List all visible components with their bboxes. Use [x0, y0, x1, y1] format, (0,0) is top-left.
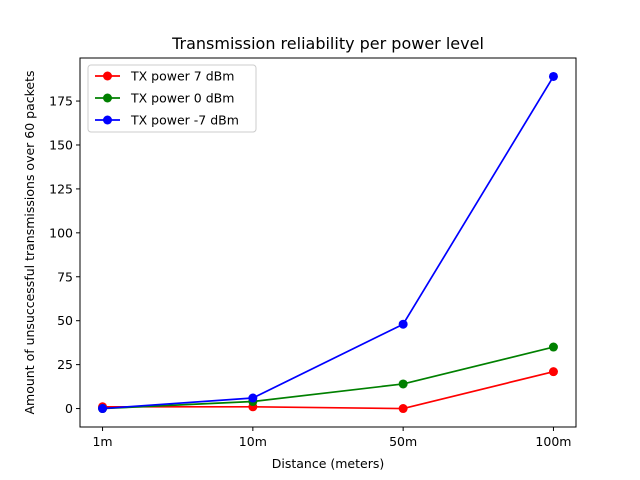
series-2: [98, 71, 558, 414]
legend-box: [87, 64, 257, 133]
legend-label: TX power 7 dBm: [130, 69, 234, 84]
legend-item: TX power -7 dBm: [95, 113, 239, 128]
legend-item: TX power 0 dBm: [95, 91, 234, 106]
x-tick-label: 10m: [239, 434, 267, 449]
chart-title: Transmission reliability per power level: [171, 34, 484, 53]
y-tick-label: 75: [57, 269, 73, 284]
data-point: [548, 71, 558, 81]
data-point: [398, 404, 408, 414]
series-layer: [98, 71, 558, 414]
data-point: [98, 404, 108, 414]
plot-frame: [79, 57, 577, 428]
series-line: [102, 370, 554, 410]
legend-label: TX power -7 dBm: [130, 113, 239, 128]
series-line: [102, 76, 555, 410]
axis-ticks: 1m 10m 50m 100m 0 25 50 75 100 125 150 175: [49, 94, 571, 449]
y-tick-label: 150: [49, 137, 73, 152]
data-point: [248, 393, 258, 403]
series-0: [98, 367, 558, 414]
x-tick-label: 1m: [92, 434, 112, 449]
data-point: [398, 379, 408, 389]
data-point: [548, 367, 558, 377]
x-tick-label: 50m: [389, 434, 417, 449]
legend-label: TX power 0 dBm: [130, 91, 234, 106]
y-tick-label: 25: [57, 357, 73, 372]
y-tick-label: 50: [57, 313, 73, 328]
data-point: [398, 319, 408, 329]
x-axis-label: Distance (meters): [272, 456, 385, 471]
data-point: [548, 342, 558, 352]
legend: TX power 7 dBm TX power 0 dBm TX power -7 …: [87, 64, 257, 133]
y-tick-label: 125: [49, 181, 73, 196]
legend-marker: [103, 93, 112, 103]
legend-marker: [103, 71, 112, 81]
legend-item: TX power 7 dBm: [95, 69, 234, 84]
x-tick-label: 100m: [535, 434, 571, 449]
y-tick-label: 0: [65, 401, 73, 416]
y-tick-label: 100: [49, 225, 73, 240]
legend-marker: [103, 115, 112, 125]
y-axis-label: Amount of unsuccessful transmissions ove…: [22, 70, 37, 414]
series-line: [102, 346, 554, 410]
y-tick-label: 175: [49, 94, 73, 109]
